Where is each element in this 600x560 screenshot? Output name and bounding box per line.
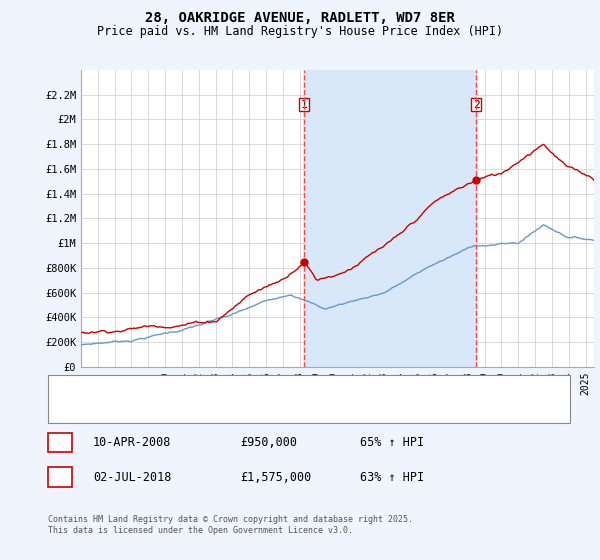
Text: Price paid vs. HM Land Registry's House Price Index (HPI): Price paid vs. HM Land Registry's House … (97, 25, 503, 38)
Text: 28, OAKRIDGE AVENUE, RADLETT, WD7 8ER: 28, OAKRIDGE AVENUE, RADLETT, WD7 8ER (145, 11, 455, 25)
Text: 2: 2 (473, 100, 479, 110)
Text: 28, OAKRIDGE AVENUE, RADLETT, WD7 8ER (detached house): 28, OAKRIDGE AVENUE, RADLETT, WD7 8ER (d… (98, 380, 436, 390)
Bar (304, 70, 476, 367)
Text: 2: 2 (56, 470, 64, 484)
Text: £1,575,000: £1,575,000 (240, 470, 311, 484)
Text: 10-APR-2008: 10-APR-2008 (93, 436, 172, 449)
Text: 02-JUL-2018: 02-JUL-2018 (93, 470, 172, 484)
Text: 63% ↑ HPI: 63% ↑ HPI (360, 470, 424, 484)
Text: £950,000: £950,000 (240, 436, 297, 449)
Text: Contains HM Land Registry data © Crown copyright and database right 2025.
This d: Contains HM Land Registry data © Crown c… (48, 515, 413, 535)
Text: HPI: Average price, detached house, Hertsmere: HPI: Average price, detached house, Hert… (98, 405, 379, 415)
Text: 1: 1 (301, 100, 308, 110)
Text: 65% ↑ HPI: 65% ↑ HPI (360, 436, 424, 449)
Text: 1: 1 (56, 436, 64, 449)
